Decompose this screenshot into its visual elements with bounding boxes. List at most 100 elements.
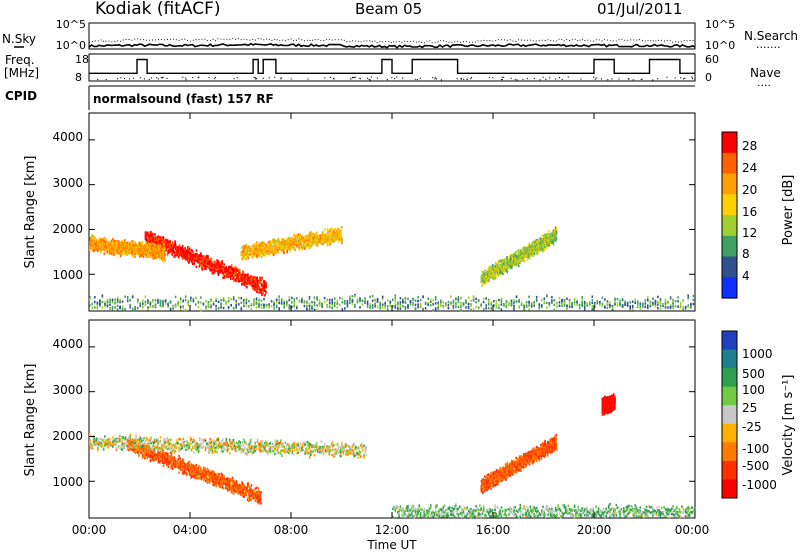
nave-point [192,77,194,79]
power-cell [99,301,101,304]
power-cell [490,301,493,304]
power-cell [167,302,169,305]
power-cell [230,264,233,267]
power-cell [248,305,250,308]
nave-point [460,77,462,79]
power-cell [417,303,419,306]
power-cell [344,300,346,303]
power-cell [256,280,259,283]
power-cell [111,298,114,301]
noise-left-label: N.Sky [2,32,36,46]
power-cell [626,303,629,306]
nave-point [150,77,153,79]
power-cell [692,302,695,306]
power-cell [672,300,674,303]
power-cell [217,260,220,263]
freq-left-tick-bottom: 8 [75,71,82,84]
power-cell [309,245,312,248]
power-cell [452,299,455,302]
nave-point [674,77,676,79]
nave-point [691,76,693,78]
power-cell [252,287,254,290]
power-cell [164,302,167,305]
power-cell [205,255,207,258]
power-cell [281,239,283,242]
power-cell [631,304,634,308]
power-cell [214,267,217,270]
power-cell [96,304,99,307]
nave-point [97,78,99,81]
nave-point [414,78,416,80]
power-cell [95,244,98,248]
power-cell [502,267,505,270]
power-cell [177,250,179,253]
power-cell [581,296,583,299]
power-cell [361,299,364,302]
power-cell [116,298,119,302]
power-cell [273,307,275,310]
power-cell [303,236,306,239]
power-cell [553,308,556,312]
power-cell [121,307,124,311]
power-cell [502,266,505,269]
power-cell [164,299,167,303]
power-cell [301,240,304,243]
power-cell [104,246,107,249]
power-cell [243,282,245,285]
power-cell [251,284,254,287]
power-cell [316,242,318,245]
power-cell [141,240,144,244]
power-cell [326,233,328,237]
power-cell [126,253,128,256]
power-cell [309,238,311,241]
power-cell [126,296,129,299]
power-cell [404,306,407,309]
power-cell [259,276,261,279]
power-cell [399,301,402,304]
power-cell [325,233,327,236]
power-cell [333,239,336,243]
power-cell [429,298,432,302]
power-cell [349,301,351,305]
power-cell [168,251,170,254]
power-cell [144,249,146,252]
power-cell [92,234,94,238]
power-cell [503,270,505,273]
power-cell [255,282,258,285]
power-cell [255,279,258,282]
power-cell [313,297,316,300]
power-cell [170,248,173,252]
power-cell [296,243,298,246]
power-cell [154,299,157,302]
power-cell [351,302,354,305]
power-cell [465,300,467,303]
power-cell [501,271,503,275]
power-cell [228,265,231,268]
power-cell [508,255,511,258]
power-cell [214,260,216,264]
power-cell [389,300,392,303]
nave-point [123,77,126,80]
power-cell [263,306,265,309]
power-cell [280,298,283,301]
power-cell [179,248,181,251]
power-cell [277,239,280,242]
power-cell [502,259,504,262]
power-cell [187,249,190,252]
power-cell [245,301,248,305]
power-cell [190,299,192,302]
power-cell [497,274,500,277]
power-cell [264,253,267,257]
power-cell [89,298,91,302]
power-cell [242,250,245,253]
freq-right-legend-dots: .... [757,76,771,89]
power-cell [203,267,206,270]
power-cell [647,298,649,302]
power-cell [125,250,127,253]
power-cell [252,255,254,259]
power-cell [263,247,266,250]
power-cell [234,272,236,276]
power-cell [394,294,397,297]
power-cell [260,255,263,259]
power-cell [604,298,606,301]
